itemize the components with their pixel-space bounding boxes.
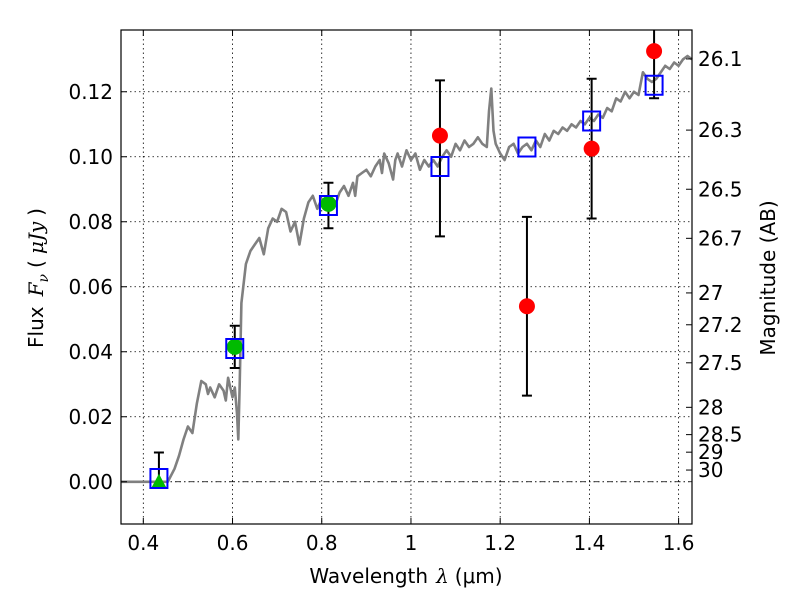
x-tick-label: 1.4 [573,531,605,555]
model-point-square [582,110,602,132]
model-point-square [644,74,664,96]
x-tick-label: 0.4 [127,531,159,555]
model-point-square [318,195,338,216]
data-point-circle [226,338,243,355]
plot-frame [120,29,693,525]
y-axis-title: FluxFν(μJy) [24,208,52,348]
y2-tick-label: 27 [698,281,723,305]
y2-tick-label: 28.5 [698,423,743,447]
x-tick-label: 0.8 [306,531,338,555]
y-tick-label: 0.12 [68,80,113,104]
y-tick-label: 0.08 [68,210,113,234]
tick-layer: 0.4 0.6 0.8 1 1.2 1.4 1.6 0.00 0.02 0.04 0.06 0.08 0… [68,30,743,555]
data-point-circle [431,127,448,144]
model-point-square [149,468,169,489]
spectrum-line [121,54,693,484]
x-tick-label: 1.6 [663,531,695,555]
grid-layer [121,30,692,524]
y2-tick-label: 28 [698,395,723,419]
model-point-square [225,338,245,359]
x-tick-label: 1.2 [484,531,516,555]
y-tick-label: 0.06 [68,275,113,299]
x-tick-label: 1 [405,531,418,555]
y2-tick-label: 30 [698,458,723,482]
y2-tick-label: 29 [698,440,723,464]
model-point-square [517,136,537,158]
marker-layer [149,30,664,489]
y-tick-label: 0.02 [68,405,113,429]
y2-tick-label: 26.1 [698,47,743,71]
spectrum-layer [121,54,693,484]
y2-tick-label: 26.3 [698,118,743,142]
x-tick-label: 0.6 [217,531,249,555]
y2-tick-label: 27.2 [698,313,743,337]
model-point-square [430,156,450,177]
x-axis-title: Wavelength λ (μm) [309,564,502,588]
y2-tick-label: 27.5 [698,351,743,375]
y-tick-label: 0.04 [68,340,113,364]
y2-tick-label: 26.5 [698,177,743,201]
data-point-circle [518,298,535,315]
data-point-triangle [151,473,167,488]
data-point-circle [320,195,337,212]
y2-tick-label: 26.7 [698,226,743,250]
data-point-circle [583,140,600,157]
y2-axis-title: Magnitude (AB) [756,200,780,355]
y-tick-label: 0.00 [68,470,113,494]
y-tick-label: 0.10 [68,145,113,169]
data-point-circle [646,43,663,60]
